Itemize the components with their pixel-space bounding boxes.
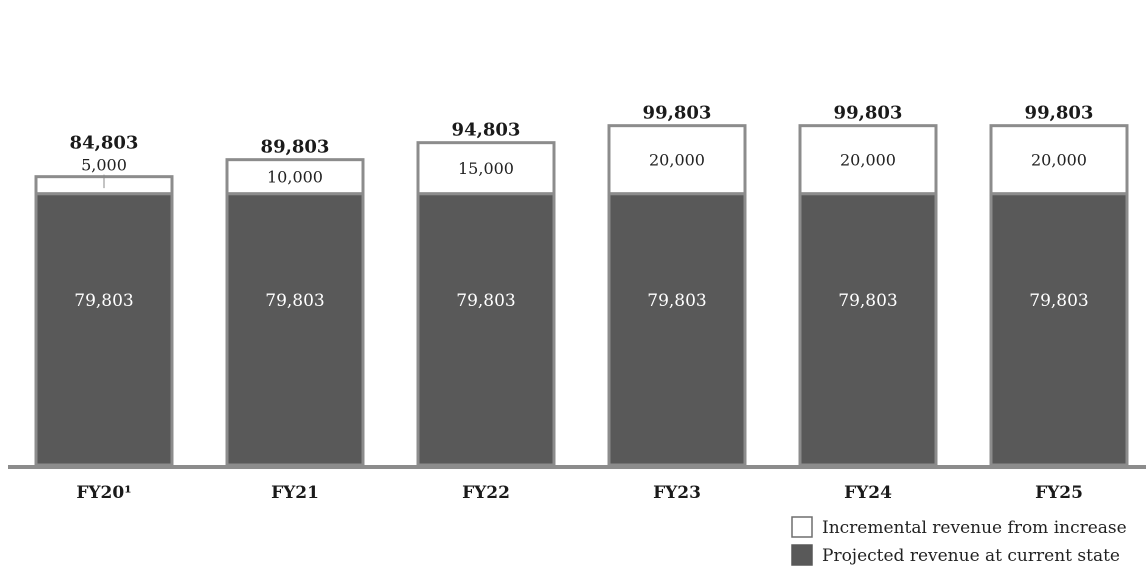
data-label-incremental-2: 10,000 [267, 168, 323, 187]
bar-base-1 [34, 192, 174, 467]
bar-incremental-3 [416, 141, 556, 196]
total-label-4: 99,803 [643, 103, 712, 124]
bar-base-4 [607, 192, 747, 467]
data-label-base-2: 79,803 [265, 291, 324, 311]
data-label-base-3: 79,803 [456, 291, 515, 311]
bar-base-6 [989, 192, 1129, 467]
bar-incremental-5 [798, 124, 938, 196]
data-label-incremental-6: 20,000 [1031, 151, 1087, 170]
x-tick-label-2: FY21 [271, 483, 319, 503]
data-label-base-4: 79,803 [647, 291, 706, 311]
data-label-base-5: 79,803 [838, 291, 897, 311]
total-label-3: 94,803 [452, 120, 521, 141]
legend-label-incremental: Incremental revenue from increase [822, 518, 1127, 538]
bar-base-5 [798, 192, 938, 467]
data-label-base-1: 79,803 [74, 291, 133, 311]
data-label-incremental-3: 15,000 [458, 159, 514, 178]
x-tick-labels: FY20¹ FY21 FY22 FY23 FY24 FY25 [76, 483, 1083, 503]
total-label-1: 84,803 [70, 133, 139, 154]
data-label-base-6: 79,803 [1029, 291, 1088, 311]
data-label-incremental-4: 20,000 [649, 151, 705, 170]
legend-label-projected: Projected revenue at current state [822, 546, 1120, 566]
bar-incremental-4 [607, 124, 747, 196]
x-tick-label-3: FY22 [462, 483, 510, 503]
legend: Incremental revenue from increase Projec… [791, 516, 1127, 566]
labels-group: 5,000 79,803 84,803 10,000 79,803 89,803 15,00… [70, 103, 1094, 311]
bar-base-3 [416, 192, 556, 467]
x-tick-label-5: FY24 [844, 483, 892, 503]
x-tick-label-4: FY23 [653, 483, 701, 503]
bars-group [34, 124, 1129, 467]
total-label-6: 99,803 [1025, 103, 1094, 124]
bar-base-2 [225, 192, 365, 467]
total-label-5: 99,803 [834, 103, 903, 124]
data-label-incremental-5: 20,000 [840, 151, 896, 170]
x-tick-label-1: FY20¹ [76, 483, 131, 503]
bar-incremental-2 [225, 158, 365, 196]
legend-swatch-projected [791, 544, 813, 566]
data-label-incremental-1: 5,000 [81, 156, 127, 175]
bar-incremental-6 [989, 124, 1129, 196]
x-tick-label-6: FY25 [1035, 483, 1083, 503]
total-label-2: 89,803 [261, 137, 330, 158]
legend-swatch-incremental [791, 516, 813, 538]
